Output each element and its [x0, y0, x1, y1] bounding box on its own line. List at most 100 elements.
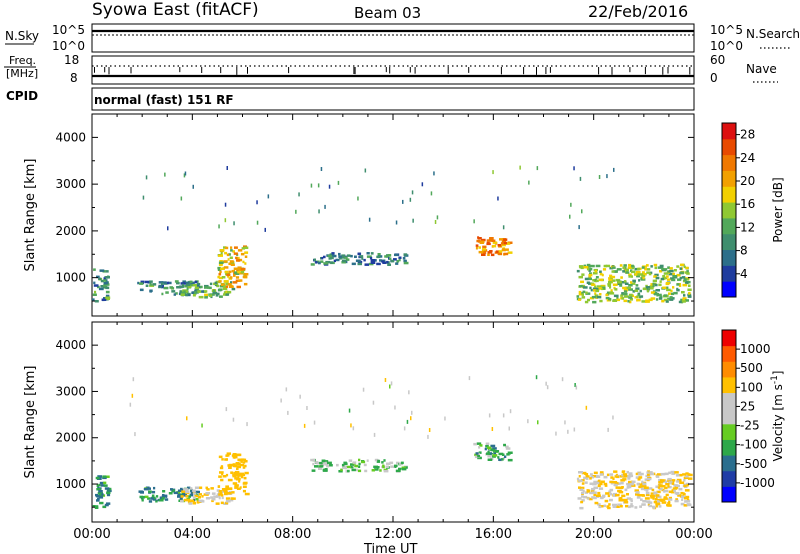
- echo-cell: [632, 279, 636, 283]
- echo-cell: [337, 180, 340, 185]
- echo-cell: [235, 462, 240, 465]
- echo-cell: [662, 268, 668, 271]
- echo-cell: [649, 472, 655, 476]
- echo-cell: [233, 472, 239, 475]
- echo-cell: [192, 184, 194, 189]
- echo-cell: [318, 467, 323, 470]
- echo-cell: [325, 260, 331, 264]
- colorbar-tick-label: 28: [740, 128, 755, 142]
- colorbar-band: [722, 361, 736, 378]
- echo-cell: [243, 273, 249, 276]
- echo-cell: [664, 480, 668, 483]
- echo-cell: [242, 260, 245, 264]
- echo-cell: [219, 492, 223, 495]
- echo-cell: [664, 472, 669, 476]
- echo-cell: [584, 472, 587, 475]
- echo-cell: [373, 432, 376, 437]
- echo-cell: [635, 476, 641, 479]
- echo-cell: [667, 479, 671, 482]
- y-tick-label: 3000: [55, 384, 86, 398]
- echo-cell: [152, 498, 157, 501]
- echo-cell: [317, 183, 320, 188]
- echo-cell: [256, 220, 259, 225]
- echo-cell: [98, 287, 104, 291]
- echo-cell: [659, 280, 662, 283]
- echo-cell: [162, 284, 164, 287]
- echo-cell: [223, 266, 229, 269]
- echo-cell: [646, 289, 649, 293]
- echo-cell: [645, 286, 651, 289]
- echo-cell: [219, 471, 224, 474]
- echo-cell: [236, 467, 239, 470]
- echo-cell: [217, 266, 221, 270]
- echo-cell: [183, 290, 186, 293]
- echo-cell: [408, 390, 410, 395]
- echo-cell: [616, 268, 622, 271]
- echo-cell: [660, 472, 666, 476]
- echo-cell: [237, 465, 241, 469]
- echo-cell: [217, 268, 222, 271]
- echo-cell: [238, 480, 241, 483]
- echo-cell: [354, 464, 358, 468]
- echo-cell: [242, 482, 247, 485]
- echo-cell: [650, 496, 655, 499]
- echo-cell: [244, 492, 250, 496]
- echo-cell: [586, 489, 589, 492]
- echo-cell: [527, 419, 529, 424]
- echo-cell: [394, 405, 396, 410]
- echo-region: [129, 375, 614, 439]
- echo-cell: [656, 490, 661, 494]
- echo-cell: [664, 486, 668, 490]
- echo-cell: [227, 478, 233, 482]
- echo-cell: [363, 258, 366, 262]
- echo-cell: [201, 423, 203, 428]
- echo-cell: [210, 487, 214, 490]
- echo-cell: [488, 452, 492, 455]
- echo-cell: [502, 413, 505, 418]
- echo-cell: [679, 276, 683, 280]
- echo-cell: [224, 270, 229, 274]
- echo-cell: [218, 263, 223, 267]
- echo-cell: [672, 286, 675, 289]
- echo-cell: [579, 486, 585, 490]
- y-tick-label: 4000: [55, 130, 86, 144]
- echo-cell: [98, 496, 104, 499]
- echo-cell: [603, 482, 608, 486]
- echo-cell: [231, 269, 236, 273]
- echo-cell: [679, 473, 683, 477]
- echo-cell: [192, 489, 196, 492]
- echo-cell: [646, 493, 650, 497]
- echo-cell: [217, 485, 220, 488]
- colorbar-label: Power [dB]: [771, 177, 785, 242]
- echo-cell: [588, 269, 591, 272]
- echo-cell: [178, 292, 182, 296]
- echo-cell: [195, 498, 199, 501]
- echo-cell: [653, 491, 658, 494]
- echo-cell: [177, 489, 182, 492]
- echo-cell: [482, 248, 487, 251]
- echo-cell: [675, 474, 679, 477]
- echo-cell: [216, 489, 220, 492]
- echo-cell: [647, 473, 650, 476]
- echo-cell: [661, 267, 665, 271]
- echo-cell: [402, 467, 407, 471]
- echo-cell: [188, 495, 191, 498]
- echo-cell: [683, 504, 688, 507]
- echo-cell: [668, 481, 673, 484]
- echo-cell: [620, 479, 625, 482]
- echo-cell: [187, 500, 192, 504]
- echo-cell: [662, 286, 667, 289]
- echo-cell: [629, 298, 633, 301]
- echo-cell: [323, 460, 329, 463]
- echo-cell: [324, 461, 327, 465]
- echo-cell: [507, 251, 513, 254]
- cpid-text: normal (fast) 151 RF: [94, 93, 234, 107]
- echo-cell: [105, 475, 110, 478]
- echo-cell: [232, 250, 235, 253]
- echo-cell: [204, 293, 208, 297]
- echo-cell: [667, 485, 670, 488]
- echo-cell: [607, 494, 610, 498]
- echo-cell: [652, 282, 655, 286]
- echo-cell: [615, 505, 620, 508]
- echo-cell: [219, 285, 225, 288]
